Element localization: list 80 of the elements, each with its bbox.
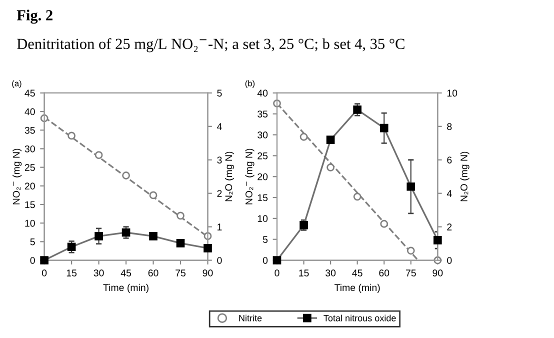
- y-tick-label: 40: [257, 90, 268, 97]
- y-tick-label: 10: [258, 215, 268, 222]
- x-tick-label: 45: [352, 270, 362, 276]
- point: [176, 239, 185, 248]
- x-tick-label: 0: [274, 270, 280, 276]
- x-tick-label: 0: [42, 270, 47, 276]
- y-tick-label: 25: [24, 164, 35, 171]
- y-tick-label: 15: [25, 201, 35, 208]
- y-tick-label: 5: [262, 236, 268, 243]
- y-tick-label: 30: [24, 145, 35, 152]
- y-tick-label: 5: [30, 238, 35, 246]
- y-tick-label: 30: [258, 132, 268, 138]
- y-axis-title: NO₂$^{−}$ (mg N): [245, 148, 254, 204]
- x-tick-label: 90: [432, 270, 443, 276]
- y2-tick-label: 3: [217, 156, 222, 164]
- point: [149, 232, 158, 240]
- point: [122, 228, 130, 237]
- point: [272, 256, 282, 264]
- x-tick-label: 15: [66, 270, 77, 276]
- x-tick-label: 30: [326, 270, 336, 276]
- x-tick-label: 30: [94, 270, 104, 276]
- y2-tick-label: 4: [217, 123, 222, 130]
- point: [353, 192, 362, 201]
- point: [326, 163, 335, 172]
- y-tick-label: 25: [258, 152, 268, 160]
- y-tick-label: 0: [262, 256, 268, 264]
- y-tick-label: 20: [258, 173, 268, 180]
- point: [406, 182, 416, 191]
- y-tick-label: 40: [24, 108, 35, 116]
- y2-axis-title: N₂O (mg N): [460, 152, 470, 202]
- y2-tick-label: 2: [217, 190, 222, 197]
- y-tick-label: 10: [25, 220, 35, 227]
- point: [433, 236, 442, 244]
- point: [353, 106, 362, 114]
- point: [406, 246, 415, 255]
- y-tick-label: 20: [24, 182, 35, 190]
- point: [67, 242, 76, 252]
- chart-subtitle: Denitritation of 25 mg/L NO₂$^{−}$-N; a set 3, 25 °C; b set 4, 35 °C: [17, 38, 404, 52]
- y2-tick-label: 8: [447, 123, 452, 130]
- x-axis-title: Time (min): [103, 284, 148, 293]
- point: [40, 256, 48, 264]
- point: [68, 132, 76, 140]
- y-tick-label: 15: [258, 194, 268, 202]
- y2-tick-label: 0: [217, 256, 222, 264]
- y-tick-label: 45: [24, 90, 35, 97]
- y2-tick-label: 5: [217, 90, 222, 97]
- y2-tick-label: 10: [447, 90, 458, 97]
- legend-label: Nitrite: [239, 314, 262, 322]
- point: [176, 212, 184, 220]
- text: (b): [245, 80, 255, 88]
- point: [94, 151, 103, 159]
- x-tick-label: 15: [299, 270, 309, 276]
- y-tick-label: 35: [24, 126, 35, 134]
- x-tick-label: 45: [120, 270, 132, 276]
- point: [149, 191, 158, 200]
- legend-label: Total nitrous oxide: [324, 314, 396, 322]
- point: [380, 124, 388, 132]
- x-tick-label: 75: [406, 270, 416, 276]
- point: [326, 136, 335, 144]
- point: [204, 244, 212, 252]
- y2-tick-label: 2: [447, 224, 452, 230]
- y2-tick-label: 6: [447, 156, 452, 164]
- x-tick-label: 90: [202, 270, 213, 276]
- y2-axis-title: N₂O (mg N): [224, 152, 234, 202]
- x-tick-label: 60: [379, 270, 390, 276]
- y-tick-label: 0: [30, 256, 35, 264]
- y2-tick-label: 1: [218, 224, 222, 230]
- y2-tick-label: 4: [446, 190, 452, 197]
- y-tick-label: 35: [258, 110, 268, 118]
- point: [122, 172, 130, 180]
- x-tick-label: 60: [148, 270, 158, 276]
- point: [380, 220, 388, 228]
- y-axis-title: NO₂$^{−}$ (mg N): [12, 148, 22, 204]
- y2-tick-label: 0: [447, 256, 452, 264]
- chart-title: Fig. 2: [16, 10, 52, 24]
- point: [94, 232, 103, 240]
- text: (a): [12, 80, 22, 88]
- x-axis-title: Time (min): [334, 284, 380, 293]
- x-tick-label: 75: [176, 270, 186, 276]
- point: [300, 132, 308, 141]
